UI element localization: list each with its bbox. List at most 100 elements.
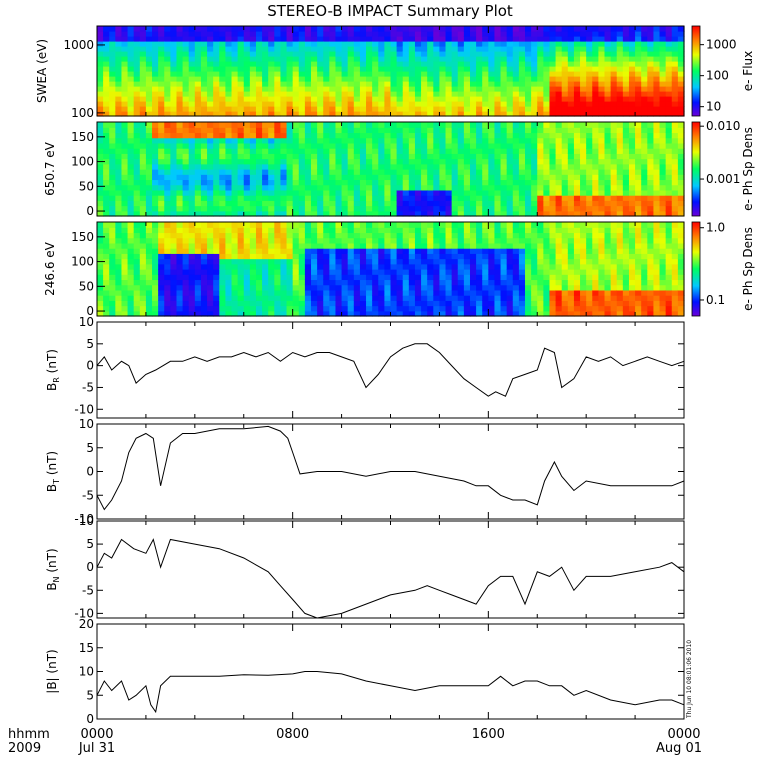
- heatmap-cell: [280, 66, 288, 72]
- heatmap-cell: [665, 184, 673, 191]
- heatmap-cell: [628, 86, 636, 92]
- heatmap-cell: [427, 41, 434, 47]
- heatmap-cell: [531, 253, 538, 260]
- heatmap-cell: [133, 284, 141, 291]
- heatmap-cell: [170, 132, 178, 139]
- heatmap-cell: [249, 284, 257, 291]
- heatmap-cell: [274, 26, 282, 32]
- heatmap-cell: [433, 111, 441, 117]
- heatmap-cell: [292, 31, 300, 37]
- heatmap-cell: [537, 169, 544, 175]
- heatmap-cell: [549, 96, 557, 102]
- heatmap-cell: [115, 184, 123, 191]
- heatmap-cell: [635, 184, 642, 191]
- heatmap-cell: [274, 258, 282, 265]
- heatmap-cell: [304, 158, 312, 165]
- heatmap-cell: [537, 41, 544, 47]
- heatmap-cell: [433, 195, 441, 201]
- heatmap-cell: [109, 232, 116, 239]
- heatmap-cell: [115, 111, 123, 117]
- heatmap-cell: [573, 253, 581, 260]
- heatmap-cell: [384, 258, 392, 265]
- heatmap-cell: [555, 305, 563, 312]
- heatmap-cell: [488, 86, 496, 92]
- heatmap-cell: [647, 41, 655, 47]
- heatmap-cell: [335, 210, 343, 217]
- heatmap-cell: [249, 61, 257, 67]
- heatmap-cell: [653, 111, 661, 117]
- heatmap-cell: [353, 81, 361, 87]
- heatmap-cell: [292, 106, 300, 112]
- heatmap-cell: [518, 305, 526, 312]
- heatmap-cell: [268, 179, 275, 186]
- heatmap-cell: [665, 66, 673, 72]
- heatmap-cell: [414, 96, 422, 102]
- heatmap-cell: [225, 91, 233, 97]
- heatmap-cell: [274, 305, 282, 312]
- heatmap-cell: [109, 26, 116, 32]
- heatmap-cell: [372, 51, 379, 57]
- heatmap-cell: [469, 36, 477, 42]
- heatmap-cell: [176, 269, 184, 275]
- heatmap-cell: [359, 81, 367, 87]
- heatmap-cell: [158, 132, 165, 139]
- heatmap-cell: [408, 71, 416, 77]
- heatmap-cell: [665, 137, 673, 144]
- heatmap-cell: [586, 31, 593, 37]
- heatmap-cell: [573, 305, 581, 312]
- heatmap-cell: [439, 36, 447, 42]
- heatmap-cell: [317, 310, 324, 317]
- heatmap-cell: [366, 248, 373, 254]
- heatmap-cell: [103, 169, 110, 175]
- heatmap-cell: [366, 163, 373, 170]
- heatmap-cell: [372, 289, 379, 296]
- heatmap-cell: [463, 101, 471, 107]
- heatmap-cell: [402, 127, 410, 134]
- heatmap-cell: [421, 71, 428, 77]
- heatmap-cell: [298, 258, 306, 265]
- heatmap-cell: [469, 179, 477, 186]
- heatmap-cell: [647, 179, 655, 186]
- heatmap-cell: [506, 174, 514, 181]
- heatmap-cell: [231, 227, 239, 234]
- heatmap-cell: [506, 106, 514, 112]
- heatmap-cell: [304, 279, 312, 286]
- heatmap-cell: [237, 179, 245, 186]
- heatmap-cell: [482, 122, 489, 128]
- heatmap-cell: [304, 66, 312, 72]
- heatmap-cell: [97, 137, 104, 144]
- heatmap-cell: [439, 61, 447, 67]
- heatmap-cell: [506, 263, 514, 270]
- heatmap-cell: [647, 106, 655, 112]
- heatmap-cell: [494, 41, 502, 47]
- heatmap-cell: [573, 274, 581, 281]
- heatmap-cell: [115, 258, 123, 265]
- heatmap-cell: [353, 142, 361, 149]
- heatmap-cell: [555, 174, 563, 181]
- heatmap-cell: [641, 142, 648, 149]
- heatmap-cell: [121, 41, 129, 47]
- heatmap-cell: [433, 284, 441, 291]
- heatmap-cell: [200, 237, 208, 244]
- heatmap-cell: [414, 86, 422, 92]
- heatmap-cell: [176, 305, 184, 312]
- heatmap-cell: [121, 51, 129, 57]
- heatmap-cell: [121, 122, 129, 128]
- heatmap-cell: [317, 232, 324, 239]
- heatmap-cell: [115, 210, 123, 217]
- heatmap-cell: [298, 253, 306, 260]
- heatmap-cell: [280, 227, 288, 234]
- heatmap-cell: [182, 56, 190, 62]
- heatmap-cell: [103, 46, 110, 52]
- heatmap-cell: [323, 71, 330, 77]
- heatmap-cell: [628, 169, 636, 175]
- heatmap-cell: [567, 163, 575, 170]
- heatmap-cell: [531, 295, 538, 301]
- heatmap-cell: [304, 46, 312, 52]
- heatmap-cell: [396, 51, 404, 57]
- heatmap-cell: [225, 169, 233, 175]
- heatmap-cell: [396, 195, 404, 201]
- heatmap-cell: [488, 76, 496, 82]
- heatmap-cell: [298, 111, 306, 117]
- heatmap-cell: [598, 195, 606, 201]
